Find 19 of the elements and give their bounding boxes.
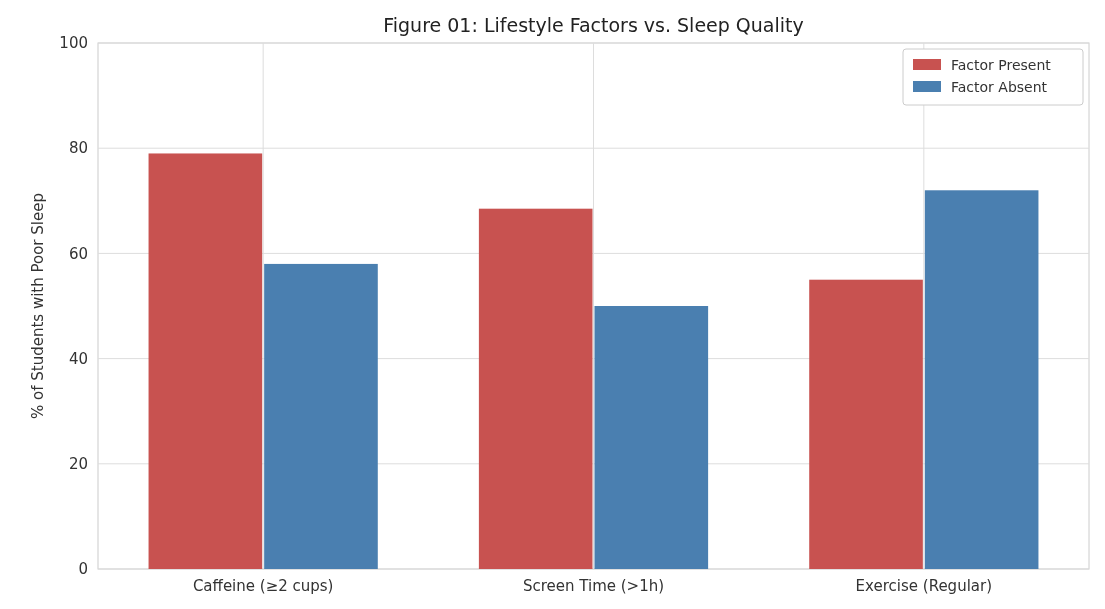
bar xyxy=(594,306,709,569)
legend-label: Factor Present xyxy=(951,56,1052,73)
y-tick-label: 40 xyxy=(68,349,88,368)
x-tick-label: Exercise (Regular) xyxy=(855,577,993,595)
bar xyxy=(809,279,923,569)
x-tick-label: Caffeine (≥2 cups) xyxy=(192,577,334,595)
bar xyxy=(924,190,1039,569)
y-tick-label: 100 xyxy=(59,34,88,53)
y-tick-label: 80 xyxy=(68,139,88,158)
y-tick-label: 20 xyxy=(68,455,88,474)
y-axis-title: % of Students with Poor Sleep xyxy=(29,193,47,419)
chart-title: Figure 01: Lifestyle Factors vs. Sleep Quality xyxy=(383,14,804,36)
y-tick-label: 60 xyxy=(68,244,88,263)
legend-label: Factor Absent xyxy=(951,78,1048,95)
y-tick-label: 0 xyxy=(78,560,88,579)
x-tick-label: Screen Time (>1h) xyxy=(522,577,665,595)
bar xyxy=(478,208,593,569)
bar xyxy=(264,263,378,569)
bar xyxy=(148,153,263,569)
